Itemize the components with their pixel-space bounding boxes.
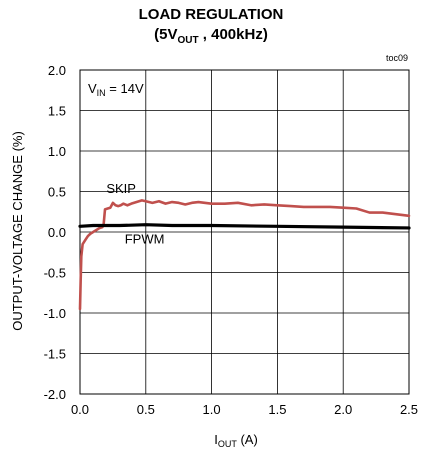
series-line-skip (78, 199, 411, 311)
condition-sub: IN (97, 88, 106, 98)
condition-label: VIN = 14V (88, 81, 144, 98)
y-tick-label: 1.0 (48, 144, 66, 159)
y-ticks: 2.0 1.5 1.0 0.5 0.0 -0.5 -1.0 -1.5 -2.0 (44, 63, 66, 402)
y-tick-label: -1.5 (44, 347, 66, 362)
y-tick-label: 1.5 (48, 104, 66, 119)
series-label-skip: SKIP (106, 181, 136, 196)
x-tick-label: 1.0 (203, 402, 221, 417)
xlabel-sub: OUT (218, 439, 238, 449)
y-tick-label: -1.0 (44, 306, 66, 321)
x-ticks: 0.0 0.5 1.0 1.5 2.0 2.5 (71, 402, 418, 417)
y-axis-label: OUTPUT-VOLTAGE CHANGE (%) (10, 131, 25, 331)
series-line-fpwm (78, 223, 411, 230)
figure-id: toc09 (386, 53, 408, 63)
x-tick-label: 1.5 (268, 402, 286, 417)
series-label-fpwm: FPWM (125, 231, 165, 246)
plot-frame (79, 69, 410, 395)
condition-suffix: = 14V (106, 81, 144, 96)
y-tick-label: 2.0 (48, 63, 66, 78)
xlabel-prefix: I (214, 432, 218, 447)
chart-title: LOAD REGULATION (138, 6, 284, 23)
y-tick-label: 0.0 (48, 225, 66, 240)
x-tick-label: 0.5 (137, 402, 155, 417)
series-lines (78, 199, 411, 311)
y-tick-label: -0.5 (44, 266, 66, 281)
series-labels: SKIP FPWM (106, 181, 164, 246)
y-tick-label: -2.0 (44, 387, 66, 402)
condition-prefix: V (88, 81, 97, 96)
subtitle-suffix: , 400kHz) (198, 26, 268, 43)
y-tick-label: 0.5 (48, 185, 66, 200)
x-tick-label: 2.0 (334, 402, 352, 417)
x-tick-label: 2.5 (400, 402, 418, 417)
subtitle-sub: OUT (177, 35, 199, 46)
chart-subtitle: (5VOUT , 400kHz) (0, 26, 422, 46)
x-axis-label: IOUT (A) (214, 432, 258, 449)
x-tick-label: 0.0 (71, 402, 89, 417)
subtitle-prefix: (5V (154, 26, 178, 43)
xlabel-suffix: (A) (237, 432, 258, 447)
